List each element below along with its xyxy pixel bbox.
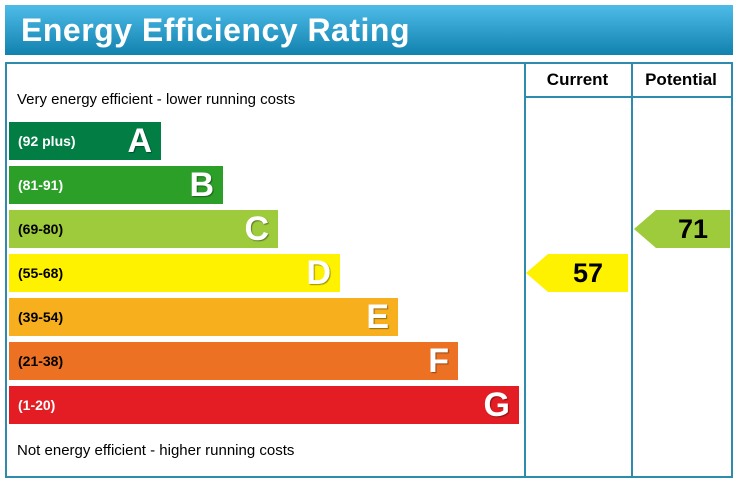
rating-chart: Current Potential Very energy efficient … bbox=[5, 62, 733, 478]
current-column-divider bbox=[524, 64, 526, 476]
band-letter: E bbox=[366, 298, 389, 336]
current-rating-arrow: 57 bbox=[526, 254, 628, 292]
band-range-label: (55-68) bbox=[18, 265, 64, 281]
bottom-caption: Not energy efficient - higher running co… bbox=[17, 442, 295, 459]
band-letter: C bbox=[244, 210, 269, 248]
band-range-label: (69-80) bbox=[18, 221, 64, 237]
band-letter: G bbox=[483, 386, 510, 424]
band-letter: F bbox=[428, 342, 449, 380]
band-range-label: (81-91) bbox=[18, 177, 64, 193]
band-letter: D bbox=[306, 254, 331, 292]
band-D: (55-68) D bbox=[9, 254, 340, 292]
band-range-label: (21-38) bbox=[18, 353, 64, 369]
current-rating-value: 57 bbox=[572, 257, 604, 288]
band-B: (81-91) B bbox=[9, 166, 223, 204]
band-A: (92 plus) A bbox=[9, 122, 161, 160]
band-letter: B bbox=[189, 166, 214, 204]
band-range-label: (1-20) bbox=[18, 397, 56, 413]
band-letter: A bbox=[127, 122, 152, 160]
band-C: (69-80) C bbox=[9, 210, 278, 248]
band-list: (92 plus) A (81-91) B (69-80) C (55-68) D (39-54… bbox=[9, 122, 519, 430]
potential-rating-arrow: 71 bbox=[634, 210, 730, 248]
band-range-label: (39-54) bbox=[18, 309, 64, 325]
band-range-label: (92 plus) bbox=[18, 133, 76, 149]
column-header-divider bbox=[524, 96, 731, 98]
band-F: (21-38) F bbox=[9, 342, 458, 380]
potential-rating-value: 71 bbox=[677, 213, 709, 244]
page-title: Energy Efficiency Rating bbox=[5, 5, 733, 55]
current-column-header: Current bbox=[546, 70, 609, 89]
potential-column-divider bbox=[631, 64, 633, 476]
band-G: (1-20) G bbox=[9, 386, 519, 424]
potential-column-header: Potential bbox=[645, 70, 717, 89]
top-caption: Very energy efficient - lower running co… bbox=[17, 91, 296, 108]
band-E: (39-54) E bbox=[9, 298, 398, 336]
